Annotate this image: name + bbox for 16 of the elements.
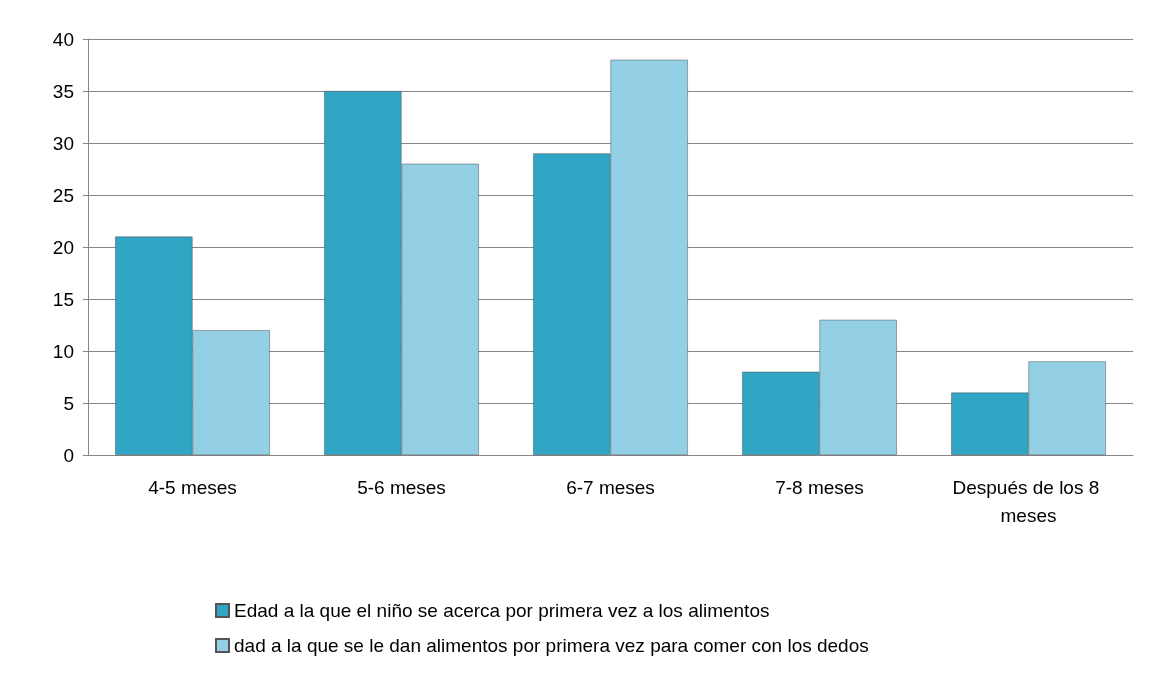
x-tick-label: 4-5 meses xyxy=(148,476,237,498)
y-tick-label: 20 xyxy=(52,236,74,258)
x-tick-label: 7-8 meses xyxy=(775,476,864,498)
x-tick-label: 5-6 meses xyxy=(357,476,446,498)
y-tick-label: 15 xyxy=(52,288,74,310)
legend-label: Edad a la que el niño se acerca por primera vez a los alimentos xyxy=(234,600,770,621)
y-tick-label: 10 xyxy=(52,340,74,362)
x-tick-label: 6-7 meses xyxy=(566,476,655,498)
y-tick-label: 35 xyxy=(52,80,74,102)
y-tick-label: 5 xyxy=(63,392,74,414)
y-tick-label: 25 xyxy=(52,184,74,206)
y-tick-label: 0 xyxy=(63,444,74,466)
legend-label: dad a la que se le dan alimentos por primera vez para comer con los dedos xyxy=(234,635,869,656)
y-tick-label: 30 xyxy=(52,132,74,154)
y-tick-label: 40 xyxy=(52,28,74,50)
x-tick-label: Después de los 8 meses xyxy=(952,476,1105,526)
